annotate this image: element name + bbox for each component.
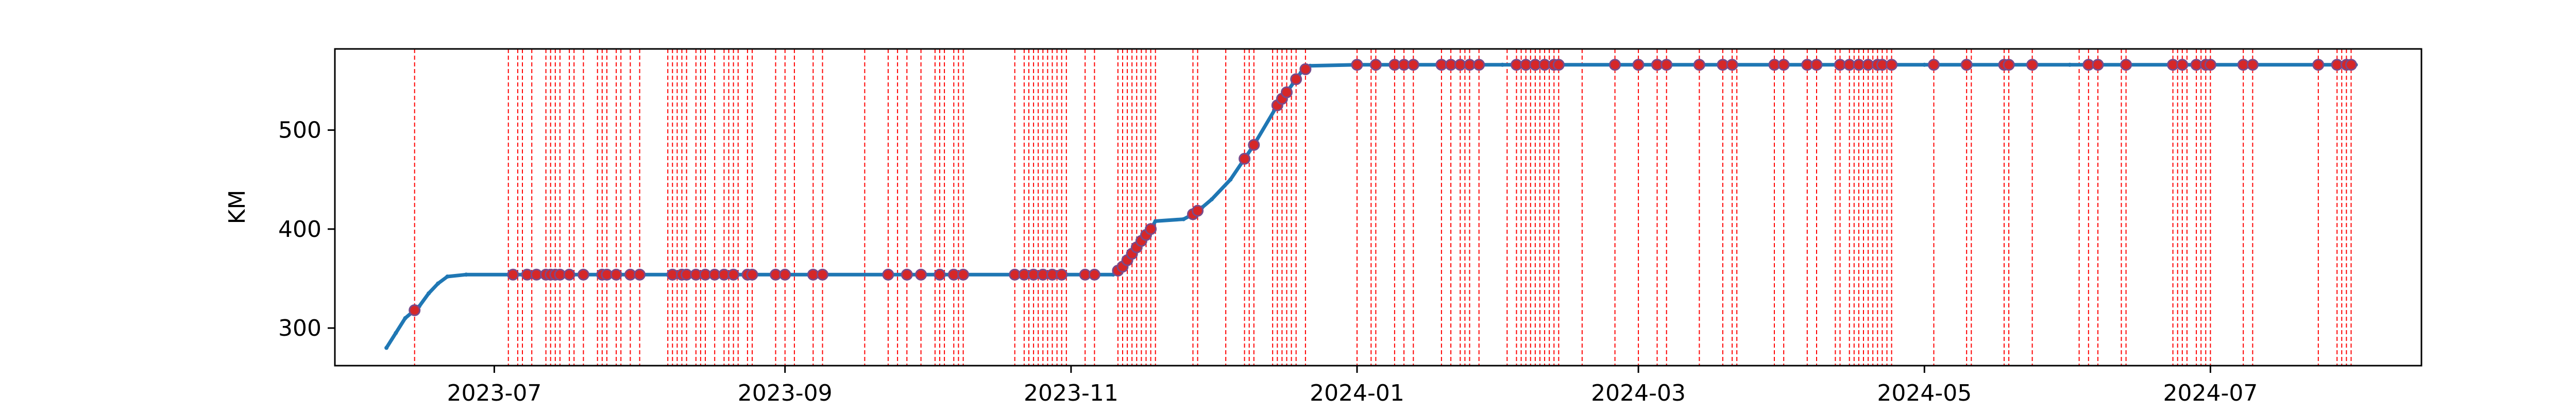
event-marker (882, 268, 894, 281)
event-marker (1552, 59, 1565, 71)
event-marker (1693, 59, 1705, 71)
event-marker (2246, 59, 2259, 71)
event-marker (727, 268, 740, 281)
event-marker (1928, 59, 1940, 71)
x-tick-label: 2024-05 (1877, 380, 1972, 406)
plot-frame (334, 48, 2422, 367)
data-point (384, 346, 389, 350)
y-axis-label: KM (224, 190, 250, 225)
data-point (2067, 62, 2072, 67)
event-marker (1239, 152, 1251, 165)
event-marker (1290, 73, 1302, 85)
data-point (1181, 217, 1186, 221)
event-marker (634, 268, 646, 281)
data-point (445, 274, 450, 279)
y-axis: 300 400 500 (278, 117, 335, 341)
event-marker (934, 268, 946, 281)
event-marker (1192, 204, 1204, 217)
event-marker (1726, 59, 1738, 71)
event-marker (610, 268, 622, 281)
event-marker (1660, 59, 1673, 71)
event-marker (507, 268, 519, 281)
event-marker (957, 268, 970, 281)
event-marker (563, 268, 575, 281)
event-marker (1632, 59, 1645, 71)
event-marker (1473, 59, 1485, 71)
data-point (1228, 177, 1233, 182)
data-point (464, 272, 468, 277)
event-marker (817, 268, 828, 281)
x-axis: 2023-07 2023-09 2023-11 2024-01 2024-03 2024-… (447, 366, 2258, 406)
y-tick-label: 500 (278, 117, 321, 144)
event-marker (901, 268, 913, 281)
event-markers (409, 59, 2357, 316)
x-tick-label: 2024-03 (1591, 380, 1686, 406)
y-tick-label: 400 (278, 216, 321, 243)
event-marker (2204, 59, 2216, 71)
event-marker (1960, 59, 1973, 71)
x-tick-label: 2023-07 (447, 380, 541, 406)
event-marker (2026, 59, 2039, 71)
event-marker (2092, 59, 2104, 71)
y-tick-label: 300 (278, 315, 321, 341)
event-marker (1088, 268, 1100, 281)
event-marker (1145, 223, 1157, 235)
event-marker (1407, 59, 1419, 71)
event-marker (2120, 59, 2132, 71)
x-tick-label: 2024-07 (2163, 380, 2258, 406)
event-marker (1369, 59, 1382, 71)
data-point (394, 331, 398, 335)
event-lines (414, 49, 2352, 366)
event-marker (1351, 59, 1363, 71)
data-point (427, 291, 431, 296)
data-point (436, 281, 440, 286)
event-marker (1886, 59, 1898, 71)
event-marker (1299, 63, 1312, 75)
x-tick-label: 2023-11 (1024, 380, 1118, 406)
data-point (1500, 62, 1505, 67)
event-marker (1810, 59, 1823, 71)
event-marker (1248, 139, 1260, 151)
event-marker (409, 304, 421, 316)
event-marker (2003, 59, 2015, 71)
data-point (1153, 219, 1158, 224)
data-point (1209, 197, 1214, 202)
event-marker (1777, 59, 1790, 71)
event-marker (915, 268, 927, 281)
event-marker (2312, 59, 2325, 71)
event-marker (2176, 59, 2189, 71)
x-tick-label: 2024-01 (1310, 380, 1404, 406)
event-marker (1609, 59, 1621, 71)
event-marker (1056, 268, 1068, 281)
event-marker (2345, 59, 2357, 71)
event-marker (746, 268, 758, 281)
event-marker (577, 268, 589, 281)
x-tick-label: 2023-09 (738, 380, 833, 406)
data-point (1922, 62, 1927, 67)
event-marker (1281, 86, 1293, 98)
event-marker (779, 268, 791, 281)
data-point (403, 316, 408, 320)
